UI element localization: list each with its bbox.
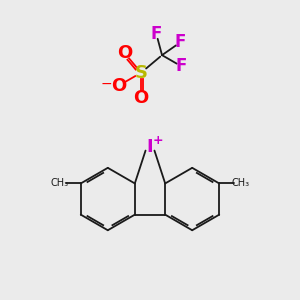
Text: F: F	[151, 25, 162, 43]
Text: I: I	[147, 138, 153, 156]
Text: F: F	[176, 57, 187, 75]
Text: F: F	[175, 33, 186, 51]
Text: O: O	[111, 77, 126, 95]
Text: −: −	[100, 77, 112, 91]
Text: O: O	[117, 44, 133, 62]
Text: CH₃: CH₃	[51, 178, 69, 188]
Text: CH₃: CH₃	[232, 178, 250, 188]
Text: S: S	[135, 64, 148, 82]
Text: +: +	[153, 134, 164, 147]
Text: O: O	[134, 89, 149, 107]
